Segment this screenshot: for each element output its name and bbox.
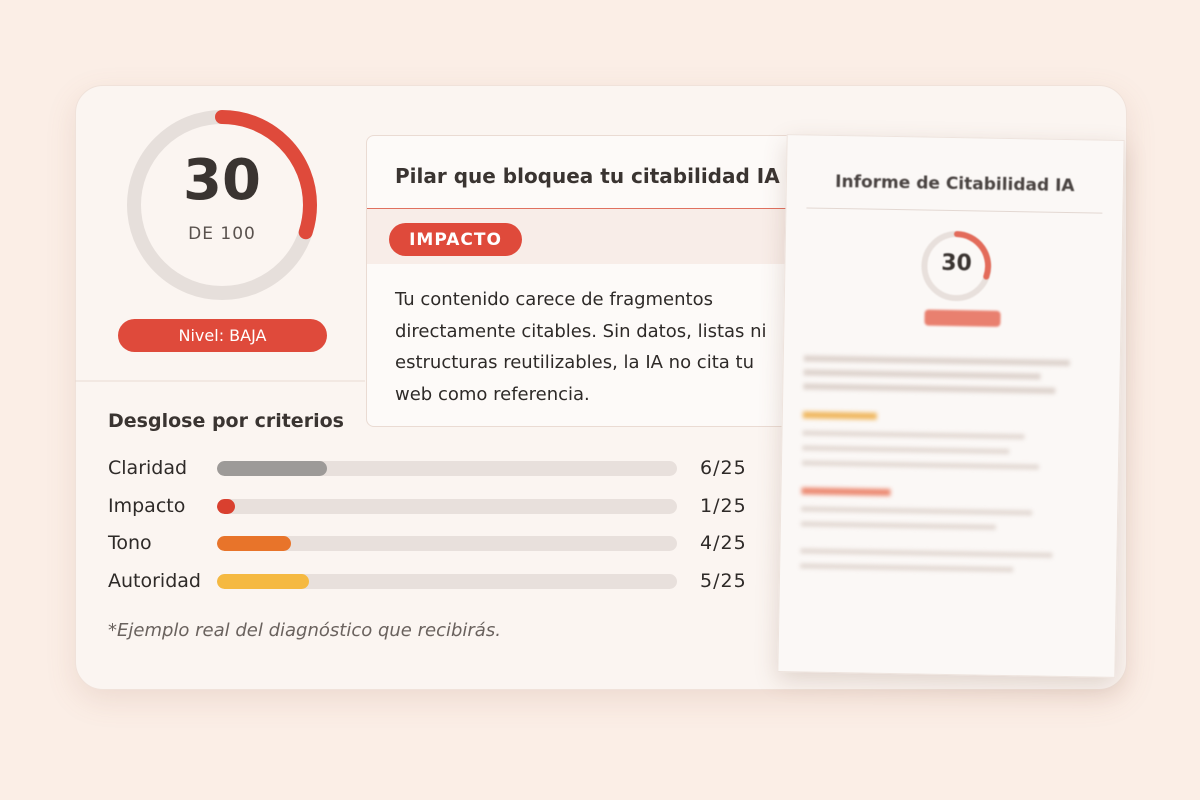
- report-preview: Informe de Citabilidad IA 30: [777, 134, 1125, 678]
- preview-line: [800, 548, 1053, 558]
- criterion-score: 1/25: [700, 494, 747, 517]
- ring-arc: [127, 110, 317, 300]
- pillar-tag: IMPACTO: [389, 223, 522, 256]
- preview-line: [800, 563, 1014, 573]
- preview-line: [801, 460, 1039, 470]
- score-of: DE 100: [188, 224, 256, 244]
- criterion-name: Claridad: [108, 457, 188, 479]
- criterion-track: [217, 536, 677, 552]
- criterion-name: Impacto: [108, 494, 186, 517]
- criterion-score: 6/25: [700, 457, 747, 479]
- criterion-name: Autoridad: [108, 570, 201, 593]
- pillar-body: Tu contenido carece de fragmentos direct…: [395, 289, 767, 405]
- criterion-score: 4/25: [700, 532, 747, 555]
- preview-ring: 30: [921, 231, 992, 302]
- preview-line: [802, 411, 877, 420]
- preview-line: [803, 355, 1071, 367]
- preview-rule: [806, 207, 1103, 214]
- criterion-bar: [217, 574, 309, 590]
- preview-score: 30: [941, 251, 972, 277]
- preview-line: [802, 445, 1010, 455]
- criterion-name: Tono: [108, 532, 152, 555]
- breakdown-title: Desglose por criterios: [108, 410, 344, 432]
- preview-line: [802, 430, 1025, 440]
- pillar-rule: [367, 208, 807, 209]
- preview-badge: [924, 309, 1001, 327]
- criterion-bar: [217, 498, 236, 514]
- preview-content: [799, 347, 1100, 652]
- preview-line: [801, 487, 891, 496]
- criterion-track: [217, 461, 677, 476]
- preview-line: [801, 506, 1033, 516]
- pillar-box: Pilar que bloquea tu citabilidad IA IMPA…: [366, 135, 808, 427]
- preview-line: [800, 521, 997, 530]
- criterion-bar: [217, 536, 291, 552]
- pillar-title: Pilar que bloquea tu citabilidad IA: [395, 164, 780, 188]
- preview-line: [803, 369, 1041, 380]
- criterion-track: [217, 574, 677, 590]
- criterion-score: 5/25: [700, 570, 747, 593]
- level-badge: Nivel: BAJA: [118, 319, 327, 352]
- footnote: *Ejemplo real del diagnóstico que recibi…: [108, 620, 501, 641]
- preview-line: [803, 383, 1055, 394]
- criterion-bar: [217, 461, 328, 476]
- criterion-track: [217, 498, 677, 514]
- preview-ring-arc: [954, 231, 992, 280]
- preview-title: Informe de Citabilidad IA: [834, 171, 1075, 197]
- score-number: 30: [183, 148, 261, 213]
